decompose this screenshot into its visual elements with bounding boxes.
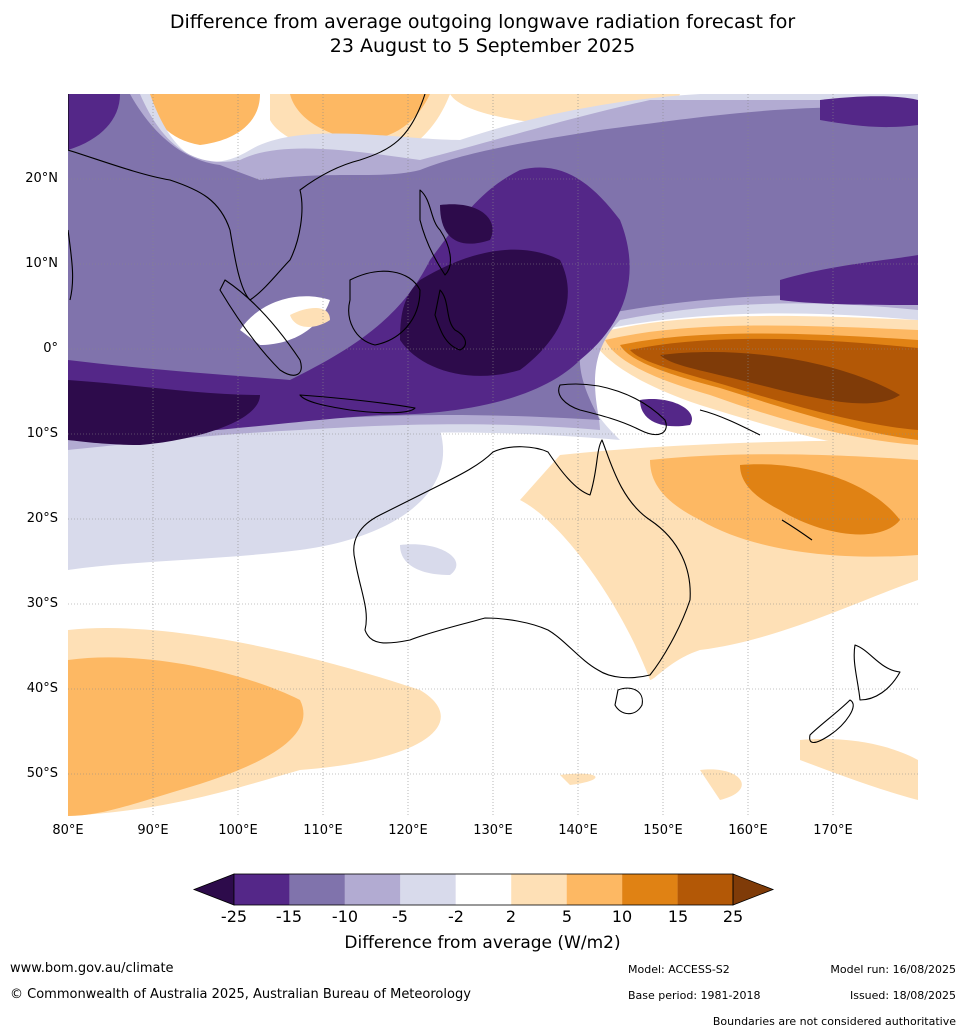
colorbar-tick: -25 [220, 907, 248, 926]
colorbar-swatch [344, 874, 401, 905]
colorbar-title: Difference from average (W/m2) [344, 933, 621, 953]
colorbar-tick: 15 [667, 907, 689, 926]
footer-model: Model: ACCESS-S2 [628, 963, 730, 976]
title-line-2: 23 August to 5 September 2025 [329, 35, 636, 57]
lon-label-130e: 130°E [473, 823, 513, 838]
lon-label-150e: 150°E [643, 823, 683, 838]
lat-label-10s: 10°S [26, 426, 58, 441]
lat-label-20s: 20°S [26, 511, 58, 526]
colorbar-tick: 2 [505, 907, 517, 926]
colorbar-swatch [455, 874, 512, 905]
lat-label-20n: 20°N [25, 171, 58, 186]
lon-label-100e: 100°E [218, 823, 258, 838]
colorbar-tick: 25 [722, 907, 744, 926]
colorbar-tick: -2 [448, 907, 464, 926]
lat-label-30s: 30°S [26, 596, 58, 611]
lon-label-140e: 140°E [558, 823, 598, 838]
footer-issued: Issued: 18/08/2025 [849, 989, 956, 1002]
lat-label-0: 0° [43, 341, 58, 356]
lon-label-90e: 90°E [137, 823, 169, 838]
footer-copyright: © Commonwealth of Australia 2025, Austra… [10, 987, 471, 1002]
colorbar-swatch [234, 874, 290, 905]
colorbar-tick: 10 [611, 907, 633, 926]
lon-label-160e: 160°E [728, 823, 768, 838]
lon-label-110e: 110°E [303, 823, 343, 838]
footer-disclaimer: Boundaries are not considered authoritat… [712, 1015, 956, 1028]
lat-label-40s: 40°S [26, 681, 58, 696]
colorbar-extend-low [192, 873, 235, 906]
colorbar-outline [233, 873, 734, 906]
colorbar-tick: -5 [392, 907, 408, 926]
colorbar-swatch [677, 874, 733, 905]
colorbar-tick: -15 [275, 907, 303, 926]
graticule [68, 94, 918, 816]
footer-model-run: Model run: 16/08/2025 [830, 963, 956, 976]
colorbar-tick: -10 [331, 907, 359, 926]
colorbar-swatch [400, 874, 456, 905]
lon-label-80e: 80°E [52, 823, 84, 838]
colorbar-extend-high [732, 873, 775, 906]
footer-base-period: Base period: 1981-2018 [628, 989, 761, 1002]
lon-label-170e: 170°E [813, 823, 853, 838]
footer-url: www.bom.gov.au/climate [10, 961, 174, 976]
coastlines [68, 94, 901, 744]
colorbar-swatch [289, 874, 345, 905]
colorbar-swatch [511, 874, 567, 905]
lat-label-50s: 50°S [26, 766, 58, 781]
map-title: Difference from average outgoing longwav… [0, 10, 965, 58]
colorbar-swatch [622, 874, 678, 905]
olr-anomaly-field [68, 94, 918, 816]
colorbar [192, 873, 775, 906]
lon-label-120e: 120°E [388, 823, 428, 838]
colorbar-swatch [566, 874, 623, 905]
lat-label-10n: 10°N [25, 256, 58, 271]
title-line-1: Difference from average outgoing longwav… [169, 11, 796, 33]
colorbar-tick: 5 [561, 907, 573, 926]
